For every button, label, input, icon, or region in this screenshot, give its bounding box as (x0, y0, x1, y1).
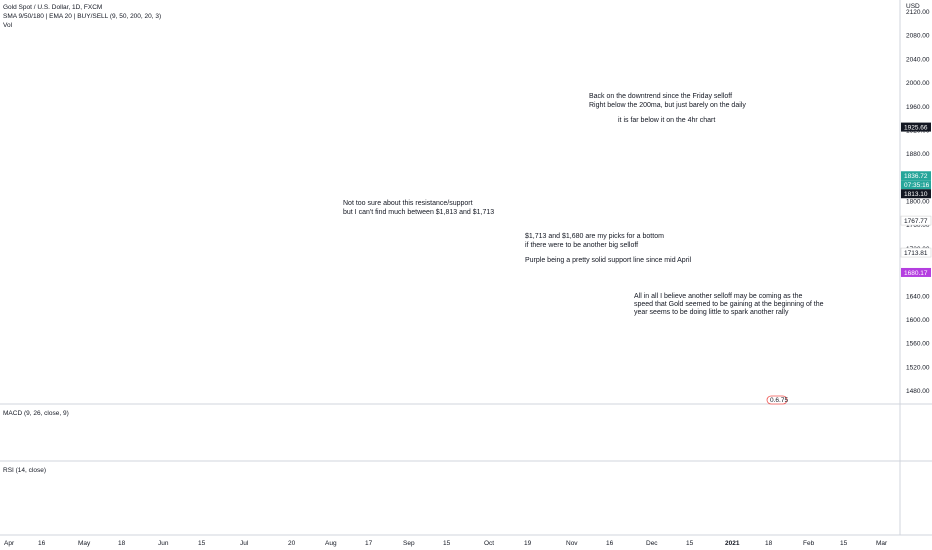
annotation-4hr: it is far below it on the 4hr chart (618, 117, 716, 124)
time-tick-label: 17 (365, 540, 373, 547)
price-tick-label: 1600.00 (906, 317, 930, 324)
price-tick-label: 1880.00 (906, 151, 930, 158)
annotation-summary-2: speed that Gold seemed to be gaining at … (634, 301, 824, 308)
time-tick-label: Sep (403, 540, 415, 547)
price-tick-label: 1480.00 (906, 388, 930, 395)
price-tick-label: 1760.00 (906, 222, 930, 229)
price-tag-label: 1713.81 (904, 250, 928, 257)
price-tick-label: 1560.00 (906, 341, 930, 348)
annotation-downtrend: Back on the downtrend since the Friday s… (589, 93, 733, 100)
time-tick-label: 18 (118, 540, 126, 547)
price-tick-label: 1960.00 (906, 104, 930, 111)
price-tick-label: 2120.00 (906, 9, 930, 16)
indicator-legend: SMA 9/50/180 | EMA 20 | BUY/SELL (9, 50,… (3, 13, 162, 20)
price-tag-label: 07:35:16 (904, 182, 930, 189)
annotation-resistance: Not too sure about this resistance/suppo… (343, 200, 473, 207)
time-tick-label: Nov (566, 540, 578, 547)
price-tick-label: 1640.00 (906, 293, 930, 300)
time-tick-label: 20 (288, 540, 296, 547)
price-tag-bg (901, 122, 931, 132)
time-tick-label: 16 (38, 540, 46, 547)
time-tick-label: 18 (765, 540, 773, 547)
time-tick-label: 15 (443, 540, 451, 547)
time-tick-label: Jul (240, 540, 249, 547)
price-tag-label: 1813.10 (904, 191, 928, 198)
time-tick-label: 2021 (725, 540, 740, 547)
price-tag-bg (900, 215, 932, 226)
price-tick-label: 2080.00 (906, 33, 930, 40)
price-tick-label: 1520.00 (906, 364, 930, 371)
price-tag-label: 1836.72 (904, 173, 928, 180)
time-tick-label: Oct (484, 540, 494, 547)
volume-legend: Vol (3, 22, 13, 29)
price-tick-label: 2040.00 (906, 56, 930, 63)
price-tag-label: 1925.66 (904, 124, 928, 131)
annotation-200ma: Right below the 200ma, but just barely o… (589, 102, 746, 109)
price-tag-bg (901, 171, 931, 181)
price-tag-bg (901, 267, 931, 277)
time-tick-label: Mar (876, 540, 888, 547)
macd-title: MACD (9, 26, close, 9) (3, 410, 69, 417)
time-tick-label: 19 (524, 540, 532, 547)
volume-label: 0.6.75 (770, 397, 788, 404)
annotation-between: but I can't find much between $1,813 and… (343, 209, 495, 216)
rsi-title: RSI (14, close) (3, 467, 46, 474)
price-tag-bg (900, 247, 932, 258)
annotation-purple: Purple being a pretty solid support line… (525, 257, 692, 264)
annotation-selloff: if there were to be another big selloff (525, 242, 639, 249)
price-tag-bg (901, 180, 931, 190)
time-tick-label: 15 (840, 540, 848, 547)
time-tick-label: Apr (4, 540, 15, 547)
time-tick-label: Aug (325, 540, 337, 547)
annotation-bottom: $1,713 and $1,680 are my picks for a bot… (525, 233, 664, 240)
price-tag-label: 1680.17 (904, 270, 928, 277)
annotation-summary-1: All in all I believe another selloff may… (634, 293, 803, 300)
time-tick-label: 16 (606, 540, 614, 547)
volume-label-bg (766, 395, 788, 405)
price-tick-label: 1800.00 (906, 199, 930, 206)
price-tag-label: 1767.77 (904, 218, 928, 225)
time-tick-label: May (78, 540, 91, 547)
annotation-summary-3: year seems to be doing little to spark a… (634, 309, 789, 316)
axis-currency: USD (906, 3, 920, 10)
time-tick-label: 15 (198, 540, 206, 547)
time-tick-label: Dec (646, 540, 658, 547)
time-tick-label: 15 (686, 540, 694, 547)
time-tick-label: Feb (803, 540, 815, 547)
time-tick-label: Jun (158, 540, 169, 547)
price-tag-bg (901, 189, 931, 199)
price-tick-label: 2000.00 (906, 80, 930, 87)
chart-title: Gold Spot / U.S. Dollar, 1D, FXCM (3, 4, 103, 11)
